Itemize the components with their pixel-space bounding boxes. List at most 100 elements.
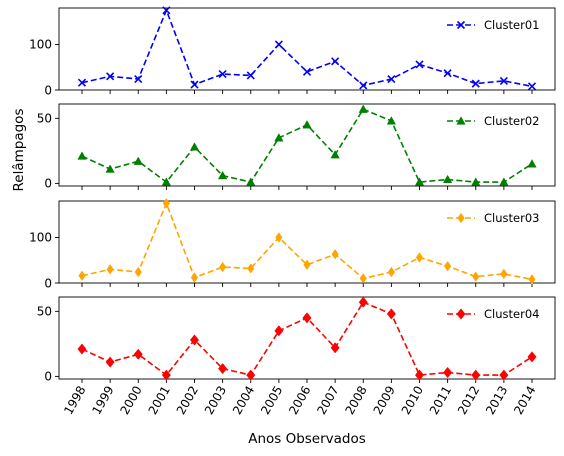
data-point bbox=[302, 67, 312, 76]
x-tick-label: 2000 bbox=[117, 384, 144, 417]
data-point bbox=[414, 369, 425, 381]
data-point bbox=[189, 142, 200, 151]
data-point bbox=[527, 159, 537, 168]
data-point bbox=[358, 104, 368, 113]
panel-cluster04: 0 50 Cluster04 bbox=[37, 296, 556, 384]
data-point bbox=[387, 266, 395, 278]
data-point bbox=[105, 356, 115, 368]
data-point bbox=[189, 334, 200, 346]
data-point bbox=[219, 261, 227, 273]
y-tick-label: 0 bbox=[44, 83, 52, 97]
x-tick-label: 2012 bbox=[455, 384, 482, 417]
data-point bbox=[218, 170, 228, 180]
x-tick-label: 2003 bbox=[202, 384, 229, 417]
data-point bbox=[471, 177, 481, 186]
data-point bbox=[444, 260, 452, 272]
y-tick-label: 50 bbox=[37, 305, 52, 319]
data-point bbox=[443, 69, 452, 78]
data-point bbox=[527, 351, 537, 363]
data-point bbox=[247, 263, 255, 274]
data-point bbox=[303, 259, 311, 271]
data-point bbox=[330, 150, 340, 159]
y-tick-label: 0 bbox=[44, 276, 52, 290]
x-tick-label: 2001 bbox=[146, 384, 173, 417]
data-point bbox=[471, 79, 480, 88]
y-tick-label: 0 bbox=[44, 177, 52, 191]
x-tick-label: 2011 bbox=[427, 384, 454, 417]
panel-cluster01: 0 100 Cluster01 bbox=[29, 6, 556, 97]
data-point bbox=[190, 272, 199, 283]
data-point bbox=[246, 369, 256, 381]
data-point bbox=[246, 71, 255, 80]
y-tick-label: 100 bbox=[29, 38, 52, 52]
data-point bbox=[162, 198, 170, 209]
data-point bbox=[106, 72, 115, 81]
data-point bbox=[77, 78, 87, 87]
x-tick-label: 2007 bbox=[314, 384, 341, 417]
panels: 0 100 Cluster01 0 50 Cluster02 0 100 Cluster03 0 5… bbox=[29, 6, 556, 417]
data-point bbox=[134, 266, 142, 278]
x-tick-label: 2002 bbox=[174, 384, 201, 417]
legend-label: Cluster01 bbox=[484, 18, 539, 32]
x-tick-label: 2004 bbox=[230, 384, 257, 417]
data-point bbox=[162, 6, 171, 15]
x-tick-label: 2013 bbox=[483, 384, 510, 417]
x-tick-label: 1998 bbox=[61, 384, 88, 417]
data-point bbox=[471, 369, 481, 381]
legend-marker bbox=[457, 212, 465, 224]
data-point bbox=[133, 156, 143, 165]
data-point bbox=[500, 268, 508, 280]
x-axis-label: Anos Observados bbox=[248, 431, 366, 447]
data-point bbox=[190, 80, 199, 89]
legend-label: Cluster03 bbox=[484, 211, 539, 225]
panel-cluster03: 0 100 Cluster03 bbox=[29, 198, 556, 290]
data-point bbox=[499, 369, 509, 381]
data-point bbox=[415, 252, 424, 263]
data-point bbox=[105, 164, 115, 173]
y-tick-label: 50 bbox=[37, 112, 52, 126]
data-point bbox=[77, 151, 87, 160]
data-point bbox=[472, 271, 480, 282]
data-point bbox=[415, 60, 424, 69]
data-point bbox=[528, 274, 536, 285]
data-point bbox=[443, 366, 453, 379]
x-tick-label: 2010 bbox=[399, 384, 426, 417]
plot-frame bbox=[58, 200, 556, 284]
data-point bbox=[443, 174, 453, 184]
data-point bbox=[330, 342, 340, 354]
x-tick-label: 2005 bbox=[258, 384, 285, 417]
data-point bbox=[274, 40, 283, 49]
x-tick-label: 2009 bbox=[371, 384, 398, 417]
legend-label: Cluster02 bbox=[484, 114, 539, 128]
data-point bbox=[246, 177, 256, 186]
data-point bbox=[275, 232, 283, 243]
plot-frame bbox=[58, 103, 556, 187]
data-point bbox=[302, 120, 312, 129]
data-point bbox=[359, 81, 368, 90]
data-point bbox=[274, 133, 284, 142]
data-point bbox=[499, 177, 509, 186]
legend-marker bbox=[456, 116, 466, 125]
legend-marker bbox=[456, 20, 466, 30]
data-point bbox=[358, 296, 368, 308]
data-point bbox=[133, 348, 143, 360]
x-tick-label: 2008 bbox=[342, 384, 369, 417]
data-point bbox=[527, 82, 537, 91]
data-point bbox=[218, 69, 227, 79]
y-tick-label: 100 bbox=[29, 231, 52, 245]
legend-marker bbox=[456, 308, 466, 320]
data-point bbox=[161, 177, 171, 186]
data-point bbox=[387, 75, 396, 84]
y-axis-label: Relâmpagos bbox=[11, 109, 27, 192]
legend-label: Cluster04 bbox=[484, 307, 539, 321]
data-point bbox=[106, 264, 114, 275]
data-point bbox=[386, 308, 396, 320]
data-point bbox=[161, 369, 171, 381]
panel-cluster02: 0 50 Cluster02 bbox=[37, 103, 556, 191]
data-point bbox=[414, 177, 425, 186]
data-point bbox=[331, 57, 340, 66]
data-point bbox=[274, 325, 284, 337]
data-point bbox=[218, 362, 228, 375]
x-tick-label: 2014 bbox=[511, 384, 538, 417]
